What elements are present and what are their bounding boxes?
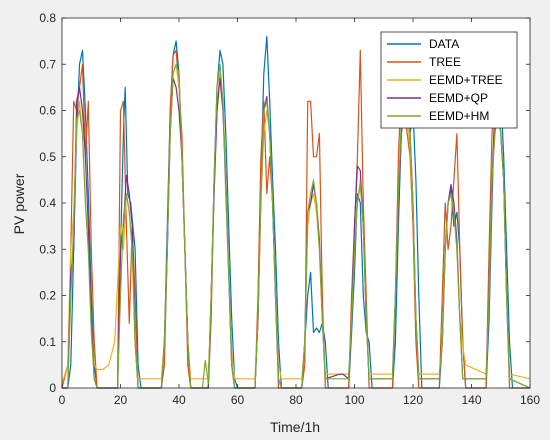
x-tick-label: 60 (231, 393, 245, 407)
y-tick-label: 0.5 (39, 150, 56, 164)
y-tick-label: 0.4 (39, 196, 56, 210)
x-axis-label: Time/1h (270, 419, 320, 435)
y-tick-label: 0.1 (39, 335, 56, 349)
y-axis: 0 0.1 0.2 0.3 0.4 0.5 0.6 0.7 0.8 (39, 11, 530, 395)
x-tick-label: 140 (461, 393, 481, 407)
legend-label: EEMD+QP (429, 91, 488, 105)
legend-label: EEMD+HM (429, 109, 489, 123)
y-tick-label: 0.8 (39, 11, 56, 25)
legend-label: DATA (429, 37, 459, 51)
legend-label: TREE (429, 55, 461, 69)
x-tick-label: 100 (344, 393, 364, 407)
x-tick-label: 40 (172, 393, 186, 407)
y-tick-label: 0.3 (39, 242, 56, 256)
x-tick-label: 80 (289, 393, 303, 407)
x-tick-label: 20 (114, 393, 128, 407)
y-tick-label: 0.2 (39, 289, 56, 303)
legend-label: EEMD+TREE (429, 73, 503, 87)
x-tick-label: 0 (59, 393, 66, 407)
legend: DATA TREE EEMD+TREE EEMD+QP EEMD+HM (380, 31, 518, 129)
y-tick-label: 0 (49, 381, 56, 395)
series-line-eemd-hm (62, 63, 531, 389)
y-tick-label: 0.6 (39, 104, 56, 118)
x-tick-label: 160 (520, 393, 540, 407)
x-tick-label: 120 (403, 393, 423, 407)
y-tick-label: 0.7 (39, 57, 56, 71)
y-axis-label: PV power (11, 173, 27, 234)
x-axis: 0 20 40 60 80 100 120 140 160 (59, 18, 540, 407)
series-layer (61, 35, 531, 389)
